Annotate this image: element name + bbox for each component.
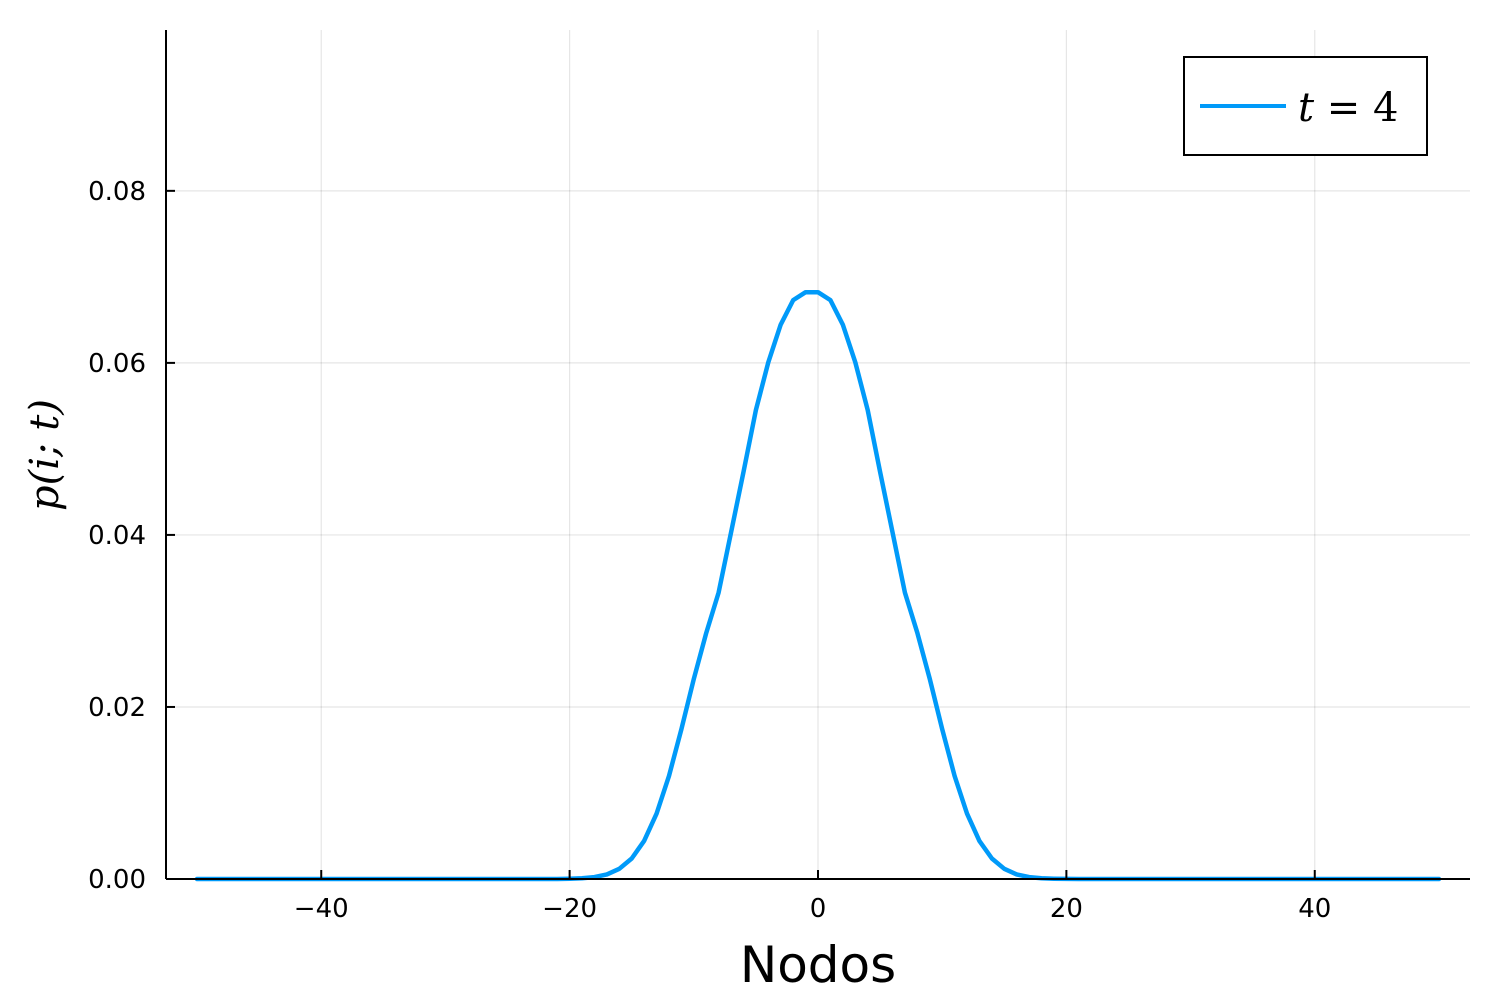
x-tick-label: 20 [1050,894,1083,924]
y-tick-label: 0.04 [88,521,146,551]
grid [166,30,1470,880]
x-tick-label: −40 [294,894,349,924]
y-tick-label: 0.06 [88,349,146,379]
y-axis-label: p(i; t) [22,399,68,511]
x-tick-label: 0 [810,894,827,924]
x-tick-label: 40 [1298,894,1331,924]
legend-entry-value: = 4 [1314,85,1398,131]
legend: t = 4 [1183,56,1428,156]
y-ticks: 0.00 0.02 0.04 0.06 0.08 [88,177,175,895]
legend-entry-label: t = 4 [1298,85,1398,131]
y-tick-label: 0.00 [88,865,146,895]
y-tick-label: 0.08 [88,177,146,207]
x-tick-label: −20 [542,894,597,924]
x-ticks: −40 −20 0 20 40 [294,870,1331,924]
y-tick-label: 0.02 [88,693,146,723]
x-axis-label: Nodos [740,936,896,994]
legend-entry-variable: t [1298,85,1315,131]
